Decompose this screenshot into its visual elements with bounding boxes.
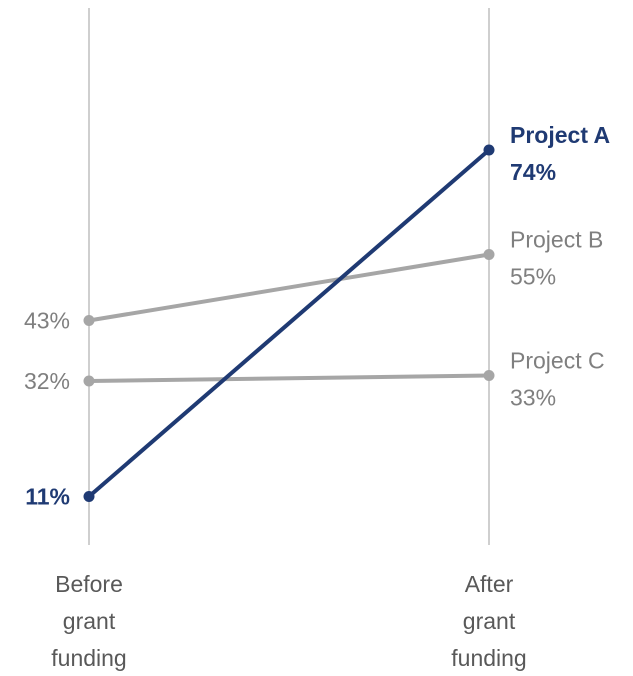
project-b-after-label: 55% (510, 264, 556, 290)
before-category-line: grant (63, 608, 116, 634)
project-c-name-label: Project C (510, 348, 605, 374)
project-c-before-label: 32% (24, 368, 70, 394)
before-category-label: Before grant funding (51, 571, 126, 671)
after-category-line: After (465, 571, 514, 597)
project-a-after-label: 74% (510, 159, 556, 185)
project-a-before-point (83, 491, 95, 502)
project-a-line (87, 148, 491, 499)
project-c-before-point (83, 375, 95, 387)
project-c-after-point (483, 370, 495, 381)
category-labels: Before grant funding After grant funding (51, 571, 526, 671)
project-c-after-label: 33% (510, 385, 556, 411)
project-a-before-label: 11% (25, 484, 70, 510)
project-a-after-point (483, 144, 495, 156)
project-b-after-point (483, 249, 495, 260)
after-category-label: After grant funding (451, 571, 526, 671)
before-category-line: Before (55, 571, 123, 597)
project-a-name-label: Project A (510, 122, 610, 148)
after-category-line: grant (463, 608, 516, 634)
label-layer: 43% Project B 55% 32% Project C 33% 11% Project… (24, 122, 610, 510)
before-category-line: funding (51, 645, 126, 671)
project-b-name-label: Project B (510, 227, 603, 253)
project-b-line (87, 252, 491, 323)
project-c-line (87, 373, 491, 383)
project-b-before-point (83, 315, 95, 326)
series-layer (83, 144, 495, 502)
after-category-line: funding (451, 645, 526, 671)
project-b-before-label: 43% (24, 308, 70, 334)
